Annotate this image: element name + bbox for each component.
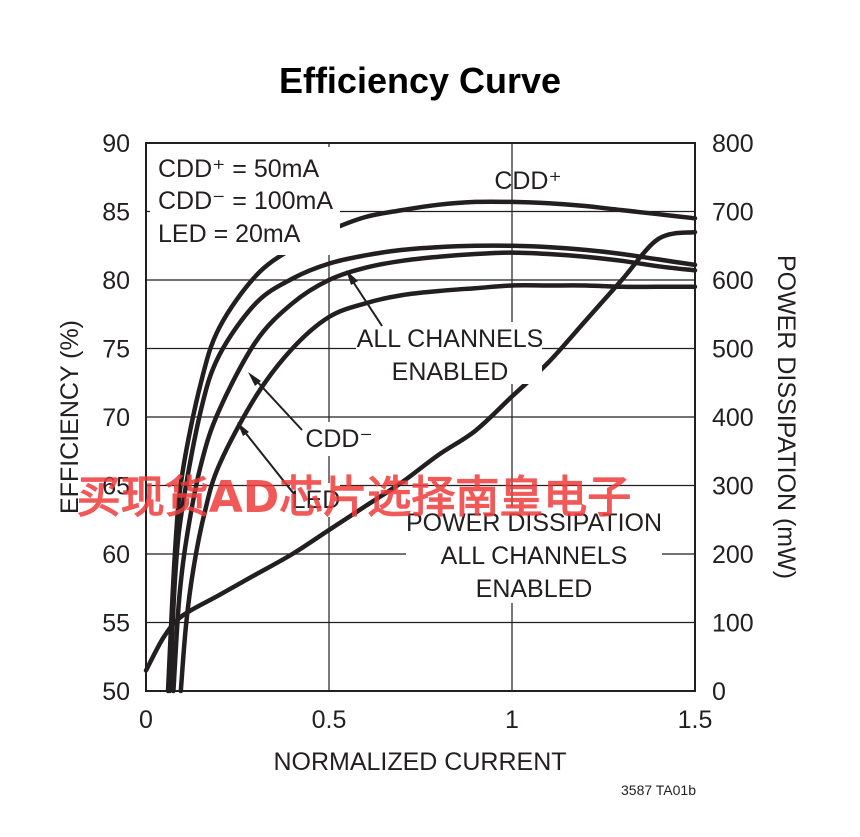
y-tick-label: 85 — [102, 199, 130, 227]
x-tick-label: 1 — [505, 706, 519, 734]
y2-tick-label: 500 — [712, 336, 754, 364]
plot-frame — [145, 142, 696, 692]
label-all-channels-bg — [356, 322, 542, 384]
chart-title: Efficiency Curve — [279, 60, 561, 101]
x-axis-label: NORMALIZED CURRENT — [273, 748, 566, 776]
y2-tick-label: 300 — [712, 473, 754, 501]
condition-cdd-plus: CDD⁺ = 50mA — [158, 155, 319, 183]
figure-code: 3587 TA01b — [621, 782, 696, 798]
label-cdd-minus: CDD⁻ — [305, 425, 372, 453]
y-tick-label: 60 — [102, 541, 130, 569]
y2-axis-label: POWER DISSIPATION (mW) — [772, 255, 800, 579]
y-tick-label: 55 — [102, 610, 130, 638]
condition-cdd-minus: CDD⁻ = 100mA — [158, 187, 333, 215]
y2-tick-label: 700 — [712, 199, 754, 227]
conditions-background — [150, 147, 340, 255]
series-cdd-minus — [171, 250, 698, 694]
y2-tick-label: 800 — [712, 130, 754, 158]
condition-led: LED = 20mA — [158, 220, 301, 248]
y-tick-label: 65 — [102, 473, 130, 501]
y-tick-label: 50 — [102, 678, 130, 706]
arrow-head-cdd-minus — [248, 372, 261, 386]
y2-tick-label: 200 — [712, 541, 754, 569]
y2-tick-label: 0 — [712, 678, 726, 706]
label-power-bg — [406, 507, 662, 603]
y-axis-label: EFFICIENCY (%) — [56, 320, 84, 514]
x-tick-label: 1.5 — [678, 706, 713, 734]
y2-tick-label: 100 — [712, 610, 754, 638]
label-all-channels-line2: ENABLED — [392, 358, 509, 386]
axis-ticks: 0 0.5 1 1.5 50 55 60 65 70 75 80 85 90 0 100 200 300 400 5… — [102, 130, 754, 734]
label-all-channels-line1: ALL CHANNELS — [357, 325, 544, 353]
y2-tick-label: 400 — [712, 404, 754, 432]
y-tick-label: 70 — [102, 404, 130, 432]
series-all-channels — [167, 243, 698, 694]
y2-tick-label: 600 — [712, 267, 754, 295]
y-tick-label: 80 — [102, 267, 130, 295]
label-power-line1: POWER DISSIPATION — [406, 509, 662, 537]
y-tick-label: 75 — [102, 336, 130, 364]
x-tick-label: 0 — [139, 706, 153, 734]
arrow-head-all-channels — [346, 270, 358, 285]
arrow-cdd-minus — [251, 375, 303, 431]
label-cdd-plus: CDD⁺ — [494, 167, 561, 195]
label-led-bg — [290, 483, 340, 517]
label-cdd-minus-bg — [302, 422, 376, 456]
arrow-led — [239, 425, 295, 495]
watermark: 买现货AD芯片选择南皇电子 — [77, 472, 632, 523]
label-power-line3: ENABLED — [476, 575, 593, 603]
y-tick-label: 90 — [102, 130, 130, 158]
series-power-dissipation — [143, 229, 698, 673]
arrow-heads — [237, 270, 358, 436]
conditions-box: CDD⁺ = 50mA CDD⁻ = 100mA LED = 20mA — [150, 147, 340, 255]
label-led: LED — [292, 486, 341, 514]
arrow-head-led — [237, 422, 249, 436]
x-tick-label: 0.5 — [312, 706, 347, 734]
series-cdd-plus — [165, 199, 698, 694]
label-power-line2: ALL CHANNELS — [441, 542, 628, 570]
series-group — [143, 199, 698, 694]
series-led — [178, 283, 698, 694]
